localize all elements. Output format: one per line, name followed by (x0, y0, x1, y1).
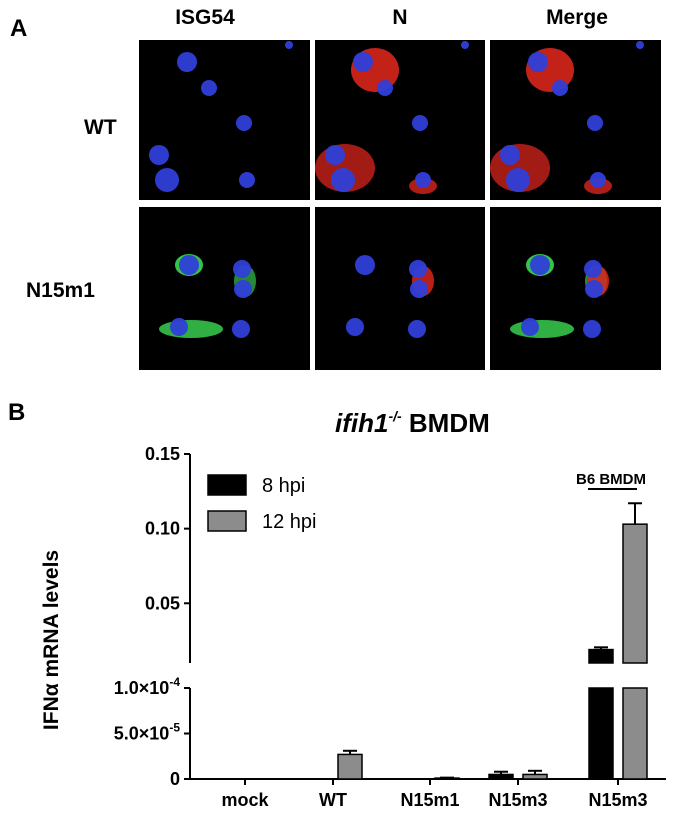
x-tick-label: WT (319, 790, 347, 810)
tick-exponent: -4 (169, 675, 180, 689)
bar (488, 773, 514, 780)
nucleus (233, 260, 251, 278)
bar (337, 753, 363, 780)
isg54-cell (510, 320, 574, 338)
wt-merge-image (490, 40, 661, 200)
nucleus (587, 115, 603, 131)
nucleus (201, 80, 217, 96)
legend-swatch (207, 474, 247, 496)
image-background (139, 207, 310, 370)
wt-isg54-image (139, 40, 310, 200)
wt-n-image (315, 40, 485, 200)
legend-swatch (207, 510, 247, 532)
isg54-cell (159, 320, 223, 338)
nucleus (412, 115, 428, 131)
nucleus (409, 260, 427, 278)
tick-exponent: -5 (169, 721, 180, 735)
chart-title-rest: BMDM (402, 408, 490, 438)
b6-bmdm-bracket-label: B6 BMDM (576, 471, 646, 488)
nucleus (331, 168, 355, 192)
legend-label: 12 hpi (262, 511, 317, 533)
tick-mantissa: 1.0×10 (114, 678, 170, 698)
nucleus (506, 168, 530, 192)
n15m1-merge-image (490, 207, 661, 370)
nucleus (325, 145, 345, 165)
nucleus (236, 115, 252, 131)
bar-chart: 0 5.0×10-5 1.0×10-4 0.05 0.10 0.15 mock WT N15m1… (114, 444, 666, 810)
nucleus (346, 318, 364, 336)
nucleus (232, 320, 250, 338)
chart-title: ifih1-/- BMDM (335, 408, 490, 438)
y-tick-lower-1-label: 5.0×10-5 (114, 721, 181, 744)
nucleus (410, 280, 428, 298)
nucleus (377, 80, 393, 96)
x-tick-label: N15m1 (400, 790, 459, 810)
image-background (490, 207, 661, 370)
y-axis-label: IFNα mRNA levels (40, 550, 63, 730)
image-background (315, 207, 485, 370)
n15m1-n-image (315, 207, 485, 370)
y-tick-lower-2-label: 1.0×10-4 (114, 675, 181, 698)
bar-upper-segment (622, 523, 648, 664)
x-tick-label: N15m3 (488, 790, 547, 810)
tick-mantissa: 5.0×10 (114, 724, 170, 744)
column-title-merge: Merge (546, 6, 608, 29)
column-title-isg54: ISG54 (175, 6, 235, 29)
nucleus (353, 52, 373, 72)
nucleus (239, 172, 255, 188)
nucleus (149, 145, 169, 165)
chart-title-gene: ifih1 (335, 408, 388, 438)
nucleus (177, 52, 197, 72)
nucleus (179, 255, 199, 275)
bar-lower-segment (588, 687, 614, 780)
column-title-n: N (392, 6, 407, 29)
y-tick-upper-2-label: 0.15 (145, 444, 180, 464)
nucleus (530, 255, 550, 275)
row-title-wt: WT (84, 116, 117, 139)
nucleus (528, 52, 548, 72)
nucleus (461, 41, 469, 49)
nucleus (552, 80, 568, 96)
panel-b-label: B (8, 399, 25, 426)
bar-lower-segment (622, 687, 648, 780)
nucleus (500, 145, 520, 165)
nucleus (584, 260, 602, 278)
row-title-n15m1: N15m1 (26, 279, 95, 302)
n15m1-isg54-image (139, 207, 310, 370)
nucleus (583, 320, 601, 338)
y-tick-lower-0-label: 0 (170, 769, 180, 789)
y-tick-upper-1-label: 0.10 (145, 519, 180, 539)
nucleus (155, 168, 179, 192)
nucleus (585, 280, 603, 298)
nucleus (408, 320, 426, 338)
nucleus (170, 318, 188, 336)
legend-label: 8 hpi (262, 475, 305, 497)
nucleus (636, 41, 644, 49)
y-tick-upper-0-label: 0.05 (145, 593, 180, 613)
x-tick-label: N15m3 (588, 790, 647, 810)
x-tick-label: mock (221, 790, 269, 810)
chart-title-superscript: -/- (388, 408, 402, 424)
nucleus (234, 280, 252, 298)
micrograph-grid (139, 40, 661, 370)
nucleus (285, 41, 293, 49)
nucleus (590, 172, 606, 188)
bar (522, 773, 548, 780)
nucleus (415, 172, 431, 188)
bar-upper-segment (588, 648, 614, 664)
nucleus (521, 318, 539, 336)
panel-a-label: A (10, 15, 27, 42)
nucleus (355, 255, 375, 275)
